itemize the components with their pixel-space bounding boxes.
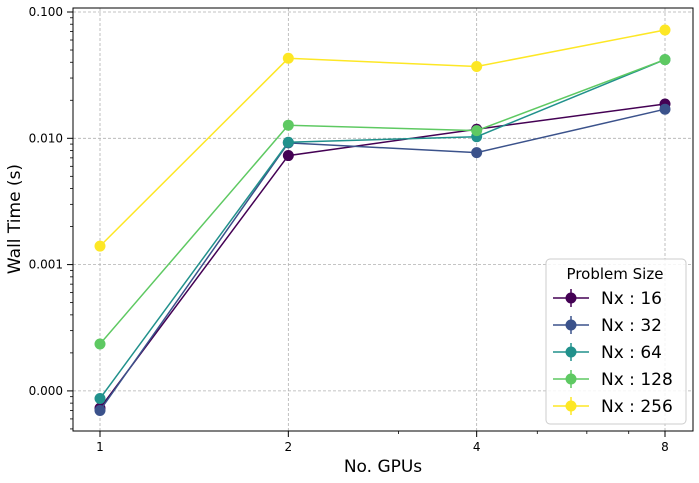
data-point	[282, 119, 294, 131]
legend-entry: Nx : 16	[553, 289, 662, 309]
legend-label: Nx : 128	[601, 370, 673, 390]
x-tick-label: 8	[661, 440, 669, 454]
legend-entry: Nx : 32	[553, 316, 662, 336]
legend-label: Nx : 64	[601, 343, 662, 363]
x-axis-ticks: 1 2 4 8	[96, 431, 669, 454]
series-line	[99, 29, 666, 247]
y-axis-ticks: 0.000 0.001 0.010 0.100	[29, 5, 73, 398]
y-axis-label: Wall Time (s)	[5, 164, 25, 274]
legend-entries: Nx : 16 Nx : 32 Nx : 64 Nx : 128 Nx : 256	[553, 289, 673, 417]
data-point	[282, 150, 294, 162]
data-point	[94, 338, 106, 350]
legend-title: Problem Size	[567, 265, 664, 283]
x-tick-label: 4	[473, 440, 481, 454]
plot-frame	[72, 7, 694, 432]
y-tick-label: 0.010	[29, 131, 63, 145]
series-layer	[94, 24, 671, 416]
legend-label: Nx : 32	[601, 316, 662, 336]
data-point	[471, 61, 483, 73]
legend-entry: Nx : 256	[553, 397, 673, 417]
legend-marker	[565, 373, 577, 385]
y-tick-label: 0.001	[29, 258, 63, 272]
legend-marker	[565, 292, 577, 304]
legend-entry: Nx : 64	[553, 343, 662, 363]
data-point	[659, 103, 671, 115]
grid	[73, 8, 693, 431]
legend-label: Nx : 16	[601, 289, 662, 309]
legend-marker	[565, 319, 577, 331]
series-line	[99, 58, 666, 399]
legend-entry: Nx : 128	[553, 370, 673, 390]
series-4	[94, 24, 671, 252]
data-point	[94, 240, 106, 252]
legend-marker	[565, 400, 577, 412]
legend-marker	[565, 346, 577, 358]
data-point	[282, 136, 294, 148]
data-point	[659, 24, 671, 36]
y-tick-label: 0.000	[29, 384, 63, 398]
series-line	[99, 103, 666, 409]
x-axis-label: No. GPUs	[344, 457, 422, 477]
data-point	[471, 125, 483, 137]
legend-box	[545, 258, 687, 425]
series-line	[99, 108, 666, 411]
x-tick-label: 1	[96, 440, 104, 454]
data-point	[282, 52, 294, 64]
x-tick-label: 2	[285, 440, 293, 454]
data-point	[471, 147, 483, 159]
series-3	[94, 54, 671, 350]
legend-label: Nx : 256	[601, 397, 673, 417]
data-point	[94, 393, 106, 405]
data-point	[94, 404, 106, 416]
y-tick-label: 0.100	[29, 5, 63, 19]
data-point	[659, 54, 671, 66]
series-line	[99, 58, 666, 345]
